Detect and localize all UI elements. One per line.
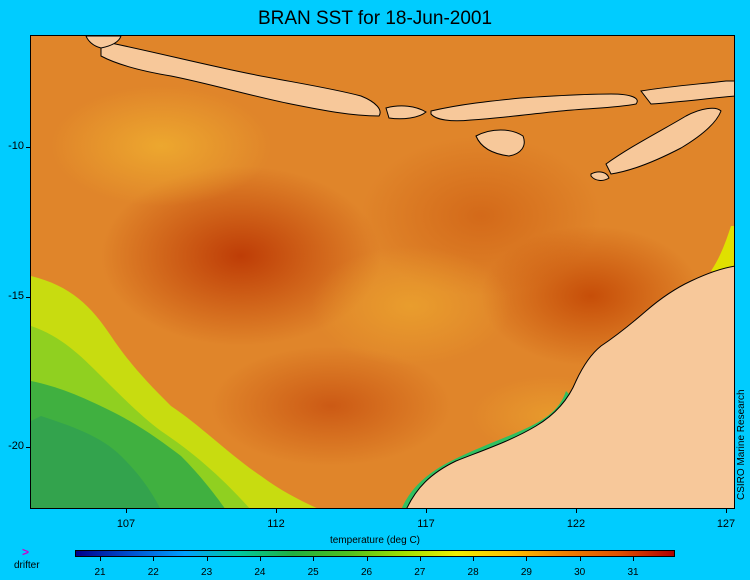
y-tickmark — [26, 447, 30, 448]
sumbawa-island — [430, 93, 638, 122]
colorbar — [75, 550, 675, 557]
colorbar-tickmark — [526, 557, 528, 561]
colorbar-tickmark — [100, 557, 101, 561]
y-tickmark — [26, 147, 30, 148]
top-island — [85, 36, 122, 49]
colorbar-tick-label: 27 — [414, 567, 426, 578]
sumba-island — [475, 129, 525, 157]
colorbar-tickmark — [419, 557, 421, 561]
colorbar-tick-label: 21 — [94, 567, 106, 578]
map-title: BRAN SST for 18-Jun-2001 — [257, 8, 493, 29]
drifter-label: drifter — [14, 560, 40, 571]
colorbar-tickmark — [153, 557, 155, 561]
credit-text: CSIRO Marine Research — [736, 389, 747, 500]
colorbar-tickmark — [633, 557, 634, 561]
x-tick-label: 122 — [566, 518, 586, 530]
australia-land — [406, 265, 734, 508]
colorbar-tick-label: 31 — [627, 567, 639, 578]
colorbar-tickmark — [579, 557, 581, 561]
x-tickmark — [276, 509, 277, 513]
y-tick-label: -15 — [8, 290, 24, 302]
x-tickmark — [726, 509, 727, 513]
x-tick-label: 107 — [116, 518, 136, 530]
y-tick-label: -20 — [8, 440, 24, 452]
colorbar-tick-label: 30 — [574, 567, 586, 578]
colorbar-tick-label: 22 — [147, 567, 159, 578]
colorbar-tickmark — [206, 557, 208, 561]
sst-map — [30, 35, 735, 509]
y-tick-label: -10 — [8, 140, 24, 152]
colorbar-label: temperature (deg C) — [329, 535, 421, 546]
x-tickmark — [126, 509, 127, 513]
colorbar-tickmark — [259, 557, 261, 561]
colorbar-tick-label: 28 — [467, 567, 479, 578]
bali-lombok — [385, 105, 427, 120]
x-tick-label: 127 — [716, 518, 736, 530]
arrowhead-icon: > — [22, 545, 30, 559]
colorbar-tick-label: 26 — [360, 567, 373, 578]
colorbar-tick-label: 29 — [520, 567, 532, 578]
java-island — [100, 40, 381, 117]
colorbar-tick-label: 23 — [201, 567, 213, 578]
y-tickmark — [26, 297, 30, 298]
x-tickmark — [576, 509, 577, 513]
x-tick-label: 112 — [267, 518, 285, 530]
colorbar-tickmark — [473, 557, 475, 561]
colorbar-tickmark — [313, 557, 315, 561]
flores-island — [640, 80, 734, 105]
rote-island — [590, 171, 610, 181]
timor-island — [605, 107, 722, 175]
colorbar-tick-label: 25 — [307, 567, 319, 578]
colorbar-tickmark — [366, 557, 368, 561]
x-tick-label: 117 — [417, 518, 435, 530]
x-tickmark — [426, 509, 427, 513]
colorbar-tick-label: 24 — [254, 567, 266, 578]
